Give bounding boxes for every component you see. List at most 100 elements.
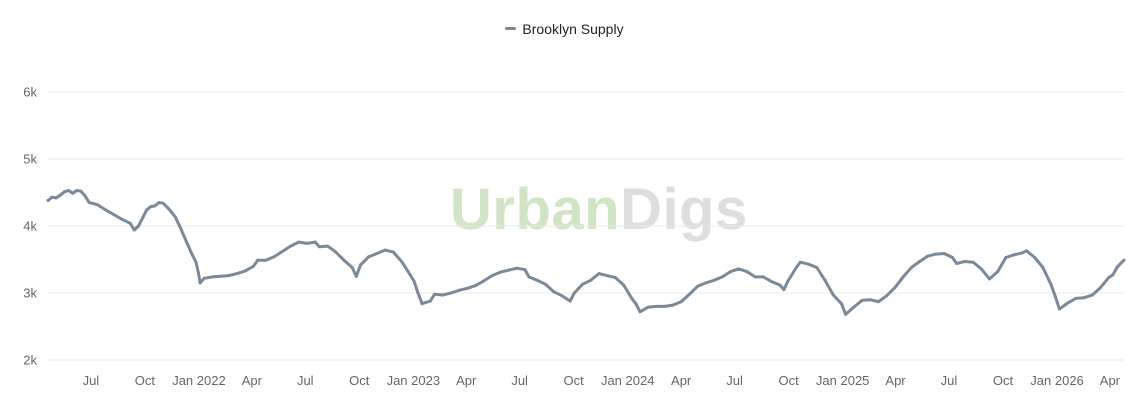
- data-point: [963, 260, 967, 263]
- data-point: [1004, 256, 1008, 259]
- data-point: [490, 274, 494, 278]
- data-point: [589, 278, 593, 282]
- data-point: [679, 300, 683, 304]
- data-point: [770, 280, 774, 284]
- data-point: [1041, 266, 1045, 269]
- x-tick-label: Apr: [671, 373, 692, 388]
- data-point: [71, 191, 75, 195]
- data-point: [420, 302, 424, 306]
- data-point: [474, 284, 478, 288]
- data-point: [383, 248, 387, 252]
- data-point: [581, 282, 584, 286]
- data-point: [149, 205, 153, 209]
- x-tick-label: Jul: [941, 373, 958, 388]
- x-tick-label: Apr: [456, 373, 477, 388]
- data-point: [515, 266, 519, 270]
- data-point: [433, 292, 436, 296]
- data-point: [712, 278, 716, 282]
- data-point: [955, 262, 959, 265]
- data-point: [815, 266, 819, 269]
- data-point: [112, 213, 116, 217]
- data-point: [778, 283, 782, 287]
- data-point: [840, 302, 843, 306]
- x-tick-label: Oct: [993, 373, 1014, 388]
- data-point: [1107, 276, 1111, 280]
- data-point: [852, 305, 856, 309]
- data-point: [544, 282, 547, 286]
- data-point: [449, 291, 453, 295]
- x-tick-label: Jan 2024: [601, 373, 655, 388]
- data-point: [161, 201, 165, 205]
- data-point: [350, 266, 354, 269]
- data-point: [996, 270, 1000, 274]
- x-tick-label: Apr: [885, 373, 906, 388]
- data-point: [104, 208, 108, 212]
- data-point: [145, 208, 149, 212]
- data-point: [120, 217, 124, 221]
- data-point: [753, 275, 757, 279]
- data-point: [67, 189, 71, 192]
- data-point: [75, 189, 79, 192]
- data-point: [663, 304, 667, 308]
- data-point: [190, 252, 194, 256]
- data-point: [359, 263, 362, 267]
- data-point: [527, 275, 531, 279]
- data-point: [62, 190, 66, 194]
- legend-item-brooklyn-supply[interactable]: Brooklyn Supply: [505, 20, 624, 37]
- data-point: [457, 288, 461, 292]
- data-point: [136, 224, 140, 228]
- data-point: [128, 221, 132, 225]
- y-tick-label: 4k: [23, 219, 37, 234]
- data-point: [1012, 253, 1016, 257]
- data-point: [235, 272, 239, 276]
- data-point: [568, 299, 572, 303]
- data-point: [182, 233, 186, 237]
- x-tick-label: Oct: [564, 373, 585, 388]
- data-point: [305, 241, 309, 245]
- data-point: [1057, 307, 1061, 311]
- data-point: [877, 300, 880, 304]
- data-point: [367, 255, 371, 259]
- data-point: [646, 305, 650, 309]
- data-point: [729, 270, 732, 274]
- data-point: [252, 264, 256, 268]
- data-point: [428, 299, 432, 303]
- x-tick-label: Jul: [726, 373, 743, 388]
- data-point: [1111, 273, 1115, 277]
- data-point: [1099, 286, 1102, 290]
- legend: Brooklyn Supply: [0, 17, 1129, 37]
- data-point: [416, 291, 420, 295]
- series-line-brooklyn-supply[interactable]: [46, 189, 1126, 316]
- data-point: [1074, 296, 1078, 300]
- data-point: [297, 240, 301, 244]
- x-tick-label: Apr: [1100, 373, 1121, 388]
- data-point: [860, 298, 864, 302]
- data-point: [893, 286, 897, 290]
- data-point: [523, 268, 527, 272]
- x-tick-label: Oct: [779, 373, 800, 388]
- x-tick-label: Jan 2025: [816, 373, 870, 388]
- x-tick-label: Jan 2022: [172, 373, 226, 388]
- data-point: [408, 272, 412, 276]
- legend-label: Brooklyn Supply: [522, 20, 624, 37]
- data-point: [1049, 283, 1053, 287]
- x-tick-label: Oct: [135, 373, 156, 388]
- data-point: [354, 274, 358, 278]
- data-point: [87, 201, 91, 204]
- data-point: [1122, 258, 1126, 262]
- x-axis-labels: Jul Oct Jan 2022 Apr Jul Oct Jan 2023 Apr Jul Oct…: [83, 373, 1121, 388]
- data-point: [1119, 261, 1123, 265]
- data-point: [141, 216, 145, 220]
- x-tick-label: Jul: [511, 373, 528, 388]
- data-point: [597, 272, 601, 276]
- data-point: [1053, 294, 1057, 298]
- data-point: [95, 203, 99, 207]
- data-point: [498, 270, 502, 274]
- y-tick-label: 5k: [23, 152, 37, 167]
- data-point: [786, 279, 790, 283]
- x-tick-label: Jul: [83, 373, 100, 388]
- data-point: [901, 275, 905, 279]
- data-point: [687, 292, 691, 296]
